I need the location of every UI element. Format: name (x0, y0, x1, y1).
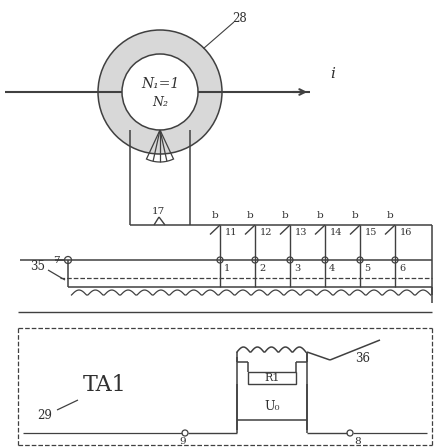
Bar (248, 372, 296, 384)
Text: 28: 28 (233, 12, 247, 25)
Text: 16: 16 (400, 228, 412, 237)
Text: 6: 6 (399, 263, 405, 272)
Text: 11: 11 (225, 228, 238, 237)
Text: b: b (387, 211, 393, 220)
Text: 1: 1 (224, 263, 230, 272)
Text: 29: 29 (37, 409, 52, 422)
Text: 4: 4 (329, 263, 335, 272)
Text: 35: 35 (30, 259, 45, 272)
Text: 12: 12 (260, 228, 272, 237)
Text: 9: 9 (180, 436, 186, 445)
Circle shape (98, 30, 222, 154)
Text: b: b (352, 211, 358, 220)
Text: i: i (330, 67, 335, 81)
Text: TA1: TA1 (83, 374, 127, 396)
Text: R1: R1 (264, 373, 280, 383)
Text: b: b (212, 211, 218, 220)
Text: N₂: N₂ (152, 95, 168, 108)
Text: 2: 2 (259, 263, 265, 272)
Circle shape (122, 54, 198, 130)
Text: b: b (247, 211, 253, 220)
Text: 17: 17 (151, 207, 165, 215)
Text: 15: 15 (365, 228, 378, 237)
Text: b: b (282, 211, 288, 220)
Text: b: b (317, 211, 323, 220)
Text: 13: 13 (295, 228, 308, 237)
Text: 7: 7 (53, 255, 59, 264)
Text: 8: 8 (355, 436, 361, 445)
Text: U₀: U₀ (264, 400, 280, 413)
Text: 36: 36 (355, 352, 370, 365)
Text: 3: 3 (294, 263, 300, 272)
Text: 5: 5 (364, 263, 370, 272)
Text: N₁=1: N₁=1 (141, 77, 179, 91)
Text: 14: 14 (330, 228, 342, 237)
